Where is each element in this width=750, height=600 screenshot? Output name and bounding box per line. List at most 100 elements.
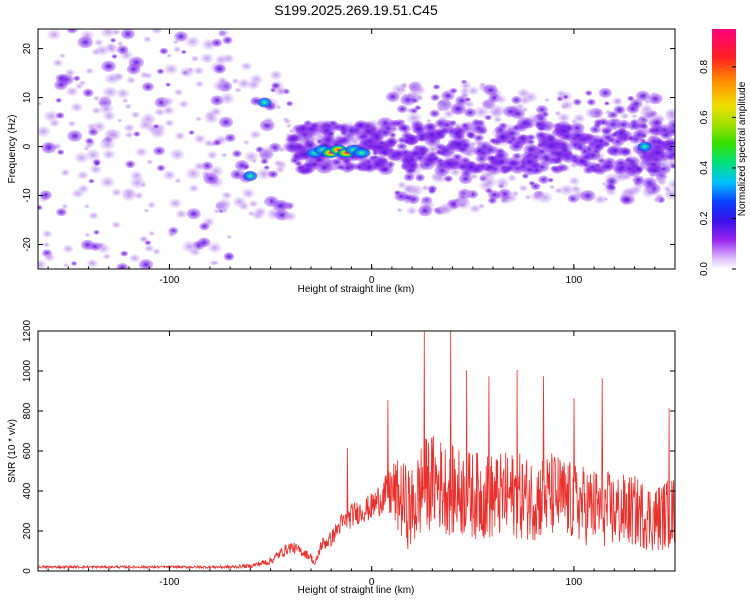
spectrogram-cell	[286, 100, 294, 107]
spectrogram-cell	[38, 205, 43, 211]
spectrogram-cell	[74, 152, 89, 164]
spectrogram-cell	[670, 163, 675, 169]
spectrogram-cell	[642, 177, 657, 189]
spectrogram-cell	[91, 107, 102, 115]
spectrogram-cell	[195, 80, 204, 88]
spectrogram-cell	[393, 119, 405, 128]
spectrogram-cell	[448, 127, 465, 140]
spectrogram-cell	[635, 90, 651, 102]
spectrogram-cell	[100, 176, 115, 188]
spectrogram-cell	[207, 151, 218, 160]
spectrogram-cell	[174, 132, 186, 140]
spectrogram-cell	[651, 147, 666, 158]
spectrogram-cell	[212, 139, 222, 146]
colorbar-tick-label: 0.0	[699, 262, 710, 276]
spectrogram-cell	[283, 211, 297, 222]
spectrogram-cell	[188, 130, 195, 135]
spectrogram-cell	[351, 138, 360, 145]
snr-series-line	[38, 331, 675, 570]
spectrogram-cell	[232, 196, 247, 207]
snr-x-tick-label: -100	[159, 577, 179, 588]
spectrogram-cell	[185, 167, 201, 180]
spectrogram-hot-spot-left	[257, 97, 272, 108]
spectrogram-cell	[272, 199, 288, 212]
spectrogram-cell	[304, 141, 317, 150]
spectrogram-cell	[190, 55, 200, 62]
spectrogram-cell	[240, 62, 252, 71]
colorbar-label: Normalized spectral amplitude	[737, 81, 748, 216]
spectrogram-cell	[601, 132, 615, 143]
spectrogram-cell	[430, 94, 440, 101]
spectrogram-cell	[139, 236, 148, 243]
spectrogram-cell	[418, 205, 433, 217]
spectrogram-cell	[439, 149, 448, 156]
colorbar: 0.0 0.2 0.4 0.6 0.8 Normalized spectral ampl…	[699, 29, 748, 276]
spectrogram-cell	[544, 97, 550, 103]
spectrogram-cell	[460, 81, 472, 90]
spectrogram-cell	[353, 163, 365, 171]
spectrogram-cell	[263, 117, 274, 125]
spectrogram-cell	[221, 191, 232, 200]
spectrogram-cell	[452, 153, 462, 161]
colorbar-ticks: 0.0 0.2 0.4 0.6 0.8	[699, 60, 736, 276]
chart-title: S199.2025.269.19.51.C45	[274, 2, 438, 18]
spectrogram-cell	[102, 149, 116, 160]
spectrogram-cell	[437, 106, 445, 112]
spectrogram-cell	[472, 146, 486, 156]
spectrogram-cell	[181, 49, 187, 55]
spectrogram-cell	[495, 156, 510, 167]
spectrogram-cell	[385, 91, 400, 103]
spectrogram-cell	[495, 177, 510, 189]
spectrogram-cell	[41, 142, 57, 154]
spectrogram-cell	[218, 116, 234, 128]
spectrogram-cell	[429, 109, 440, 118]
spectrogram-cell	[220, 152, 228, 158]
spectrogram-cell	[495, 152, 505, 159]
spectrogram-cell	[248, 211, 255, 216]
spectrogram-cell	[185, 36, 200, 48]
spectrogram-cell	[222, 53, 235, 63]
spectrogram-cell	[273, 86, 287, 96]
snr-plot-area	[38, 331, 675, 571]
spectrogram-cell	[70, 102, 83, 113]
spectrogram-cell	[174, 31, 188, 42]
spectrogram-cell	[332, 158, 342, 166]
spectrogram-cell	[275, 165, 285, 174]
spectrogram-peak-band	[352, 147, 371, 158]
spectrogram-cell	[585, 161, 600, 173]
spectrogram-cell	[631, 114, 638, 119]
spectrogram-cell	[427, 185, 438, 193]
spectrogram-x-tick-label: 100	[566, 275, 583, 286]
spectrogram-cell	[114, 73, 124, 80]
spectrogram-cell	[437, 203, 453, 215]
spectrogram-cell	[85, 67, 94, 75]
spectrogram-cell	[67, 130, 83, 142]
spectrogram-cell	[95, 45, 110, 56]
spectrogram-cell	[243, 140, 250, 145]
spectrogram-cell	[400, 82, 408, 88]
spectrogram-cell	[63, 263, 69, 268]
snr-x-label: Height of straight line (km)	[298, 585, 415, 596]
spectrogram-cell	[654, 138, 665, 146]
spectrogram-cell	[402, 184, 414, 194]
spectrogram-cell	[133, 131, 141, 137]
snr-peak-point	[466, 370, 468, 372]
spectrogram-cell	[654, 175, 666, 184]
spectrogram-cell	[467, 86, 479, 96]
spectrogram-cell	[580, 190, 596, 202]
snr-peak-point	[488, 376, 490, 378]
spectrogram-cell	[153, 146, 166, 156]
spectrogram-cell	[208, 242, 222, 254]
spectrogram-cell	[259, 146, 275, 159]
spectrogram-cell	[585, 90, 593, 96]
spectrogram-cell	[667, 119, 675, 131]
spectrogram-cell	[509, 141, 524, 152]
spectrogram-cell	[242, 164, 250, 170]
spectrogram-cell	[470, 122, 487, 134]
spectrogram-cell	[43, 253, 55, 262]
spectrogram-cell	[408, 157, 416, 163]
spectrogram-cell	[377, 117, 394, 129]
spectrogram-cell	[414, 154, 426, 163]
spectrogram-cell	[203, 139, 214, 147]
